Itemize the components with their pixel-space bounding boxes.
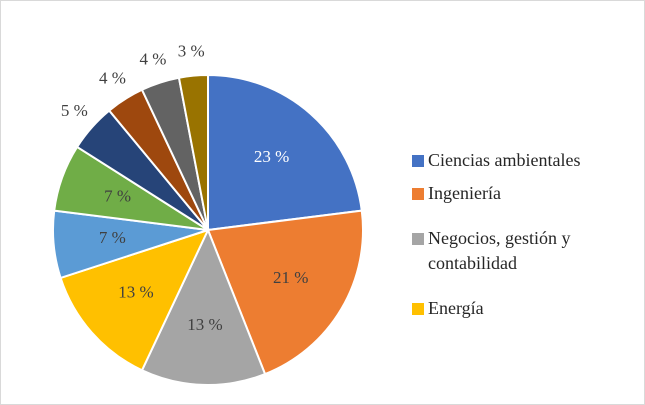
legend-swatch [412, 188, 424, 200]
pie-slice [207, 73, 363, 232]
data-label: 13 % [187, 315, 222, 334]
data-label: 23 % [254, 147, 289, 166]
legend-label: Negocios, gestión y contabilidad [428, 228, 571, 273]
legend: Ciencias ambientales Ingeniería Negocios, … [412, 148, 592, 329]
legend-item: Energía [412, 296, 592, 321]
legend-label: Ciencias ambientales [428, 150, 581, 170]
legend-item: Ingeniería [412, 181, 592, 206]
pie-slice [59, 228, 210, 372]
data-label: 7 % [99, 228, 126, 247]
legend-label: Ingeniería [428, 183, 501, 203]
pie-slice [140, 227, 267, 386]
data-label: 3 % [178, 41, 205, 60]
data-label: 5 % [61, 101, 88, 120]
data-label: 7 % [104, 186, 131, 205]
pie-slice [206, 209, 364, 376]
legend-item: Ciencias ambientales [412, 148, 592, 173]
pie-slice [177, 73, 209, 231]
legend-swatch [412, 233, 424, 245]
legend-label: Energía [428, 298, 484, 318]
legend-swatch [412, 303, 424, 315]
data-label: 4 % [99, 68, 126, 87]
legend-item: Negocios, gestión y contabilidad [412, 226, 592, 276]
data-label: 13 % [118, 282, 153, 301]
data-label: 21 % [273, 268, 308, 287]
legend-swatch [412, 155, 424, 167]
data-label: 4 % [139, 49, 166, 68]
